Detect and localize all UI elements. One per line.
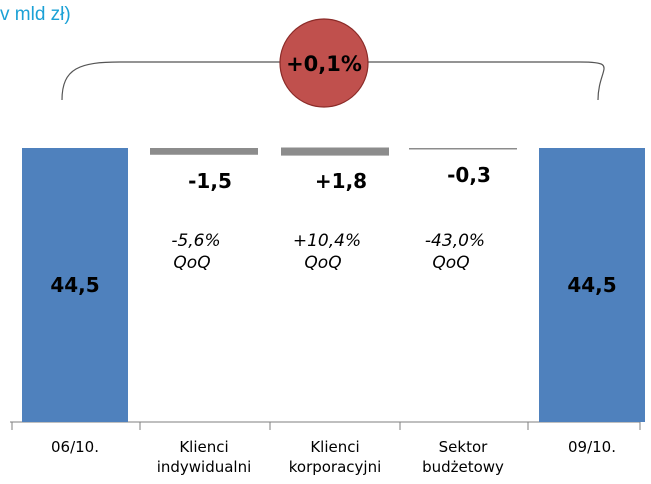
total-bar — [539, 148, 645, 422]
qoq-suffix-label: QoQ — [304, 253, 341, 273]
value-label: -0,3 — [447, 163, 491, 187]
qoq-suffix-label: QoQ — [173, 253, 210, 273]
delta-bar — [409, 148, 517, 150]
delta-bar — [281, 147, 389, 156]
value-label: 44,5 — [50, 273, 99, 297]
qoq-percent-label: -43,0% — [425, 231, 485, 251]
unit-title: v mld zł) — [0, 4, 71, 25]
category-label: korporacyjni — [289, 458, 382, 476]
category-label: Klienci — [179, 438, 228, 456]
value-label: 44,5 — [567, 273, 616, 297]
qoq-suffix-label: QoQ — [432, 253, 469, 273]
category-label: Klienci — [310, 438, 359, 456]
qoq-percent-label: -5,6% — [171, 231, 220, 251]
delta-bar — [150, 148, 258, 155]
change-badge-label: +0,1% — [286, 52, 362, 76]
total-bar — [22, 148, 128, 422]
value-label: -1,5 — [188, 169, 232, 193]
category-label: Sektor — [439, 438, 488, 456]
qoq-percent-label: +10,4% — [293, 231, 361, 251]
change-badge — [279, 18, 369, 108]
category-label: 09/10. — [568, 438, 616, 456]
category-label: 06/10. — [51, 438, 99, 456]
category-label: indywidualni — [157, 458, 252, 476]
category-label: budżetowy — [422, 458, 504, 476]
value-label: +1,8 — [315, 169, 367, 193]
